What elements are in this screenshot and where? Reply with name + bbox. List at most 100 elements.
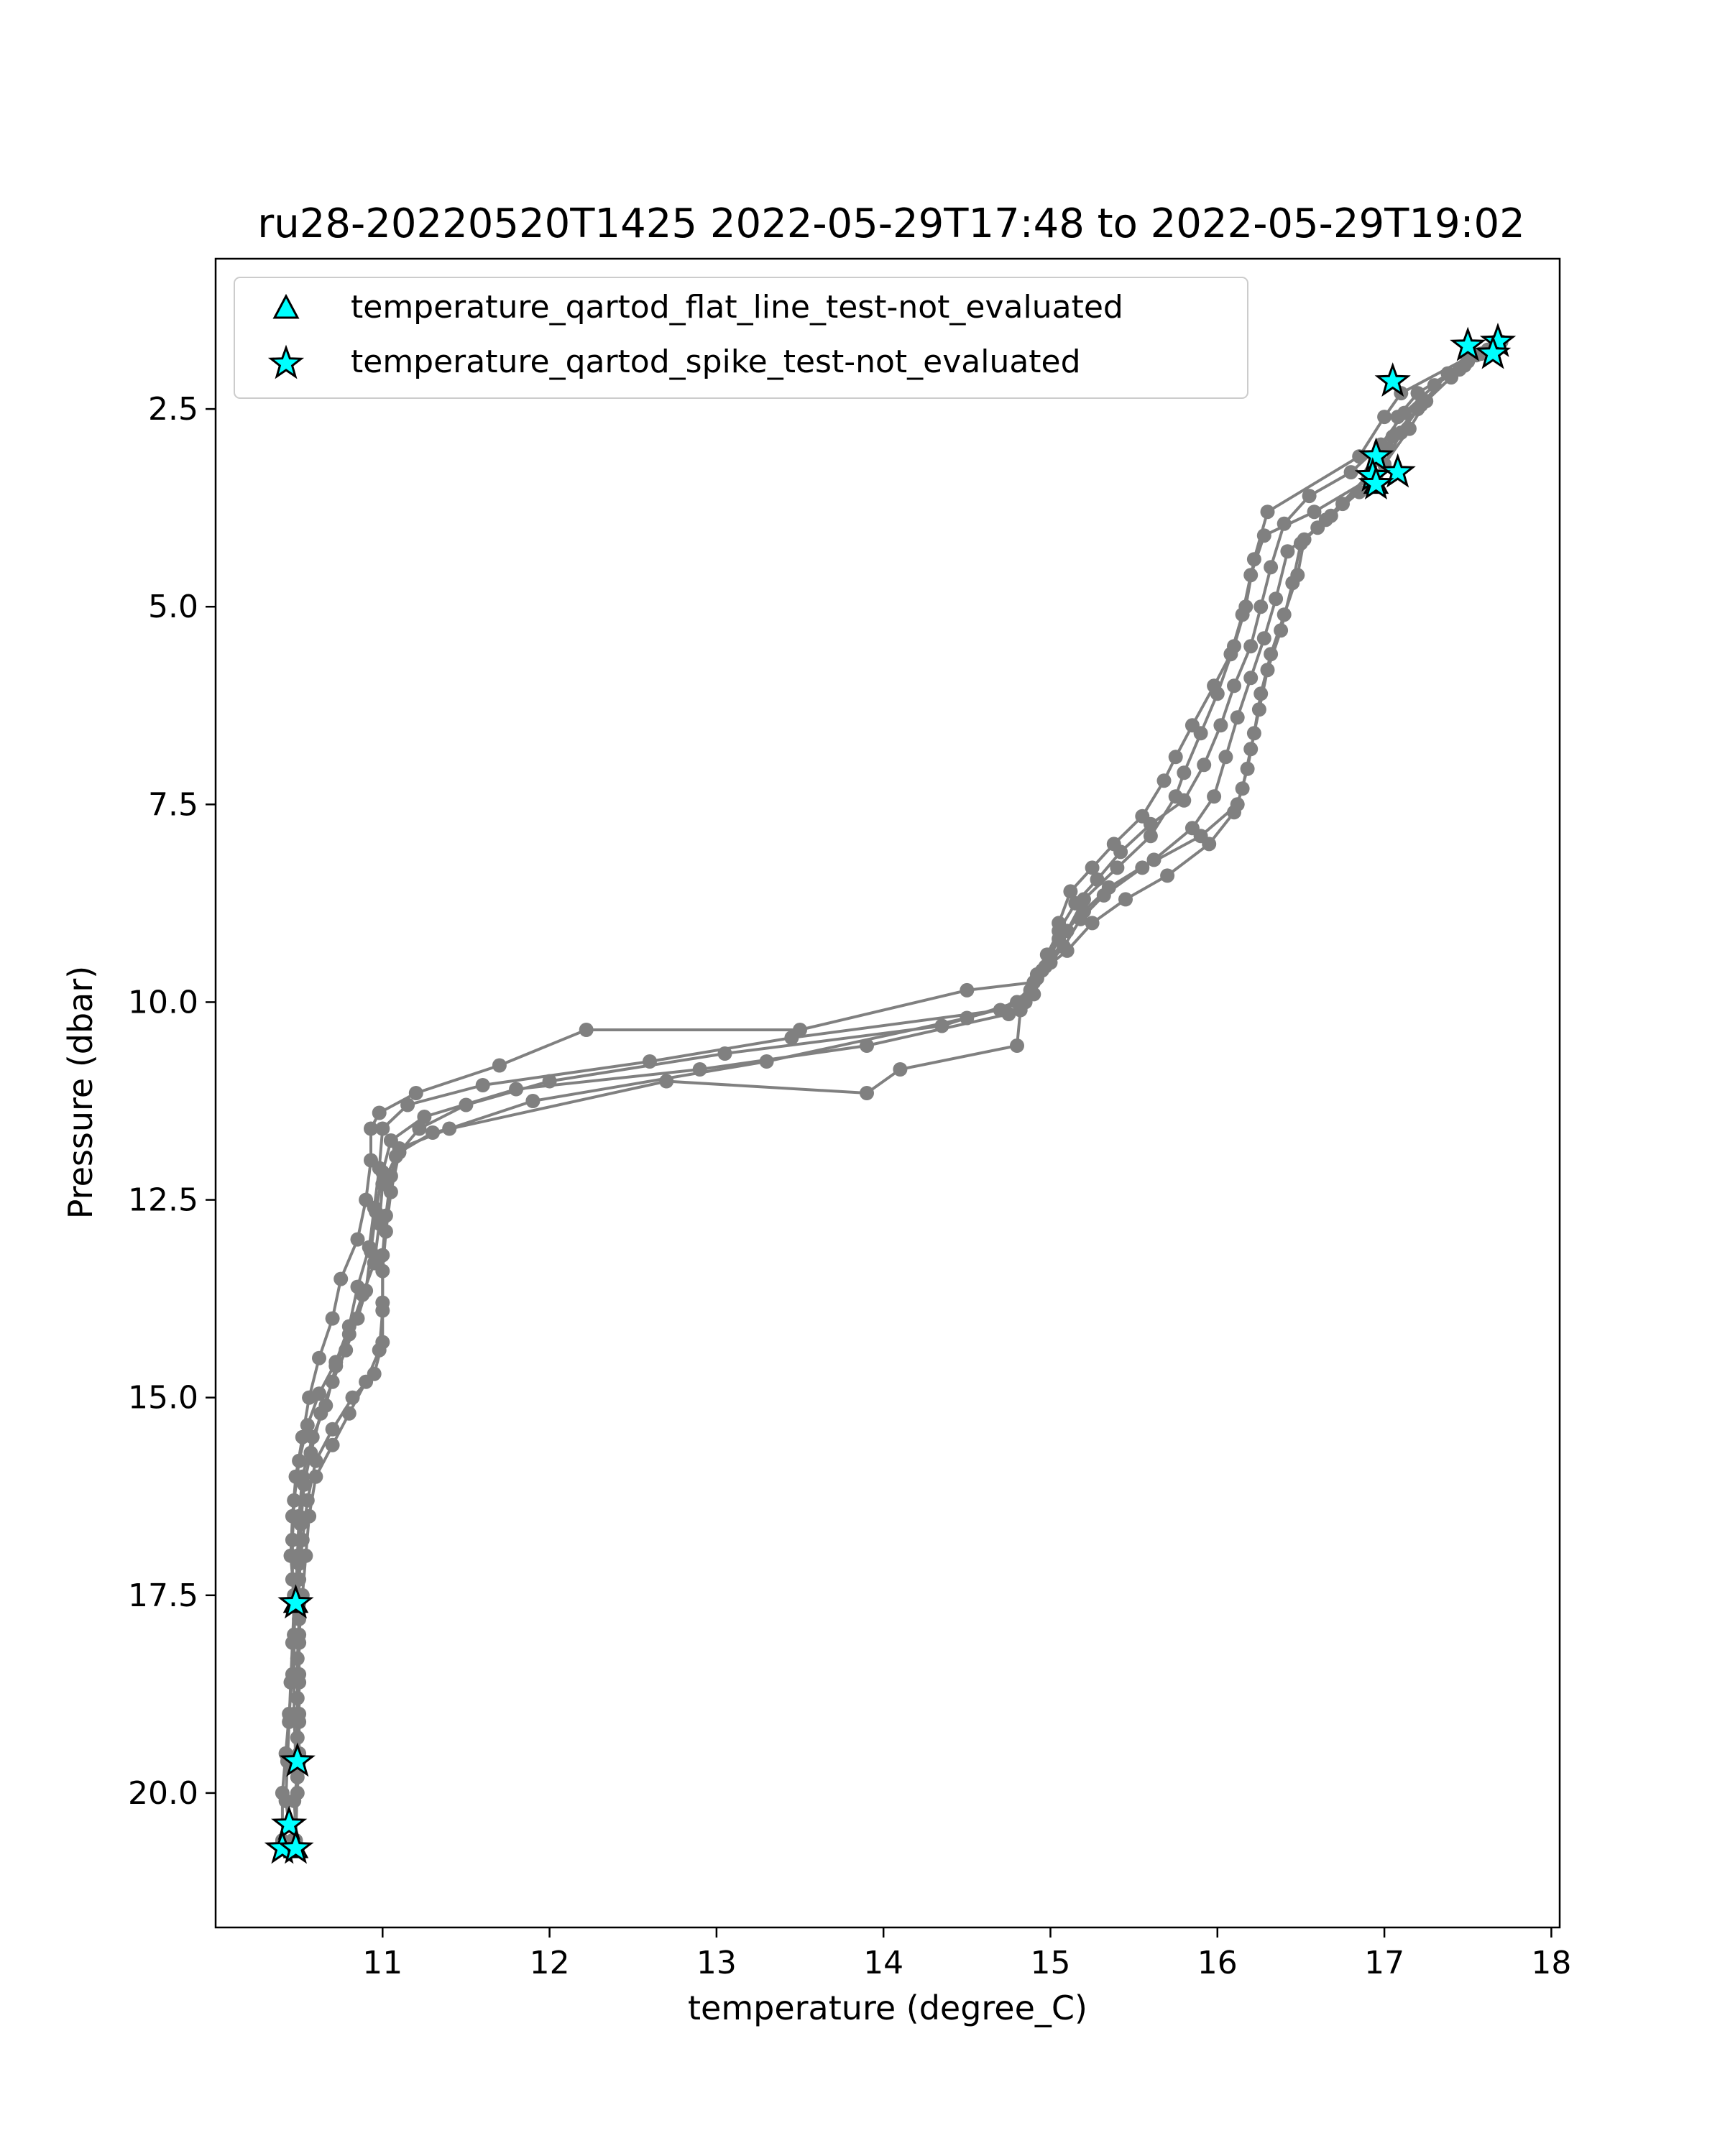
data-point bbox=[292, 1453, 307, 1468]
data-point bbox=[1073, 911, 1088, 926]
data-point bbox=[298, 1548, 313, 1563]
data-point bbox=[860, 1038, 874, 1053]
data-point bbox=[1001, 1007, 1016, 1021]
data-point bbox=[325, 1311, 340, 1326]
data-point bbox=[383, 1184, 398, 1199]
data-point bbox=[893, 1062, 908, 1077]
data-point bbox=[1243, 568, 1259, 583]
data-point bbox=[350, 1232, 365, 1247]
data-point bbox=[1113, 844, 1128, 860]
data-point bbox=[292, 1706, 307, 1721]
data-point bbox=[375, 1121, 390, 1136]
data-point bbox=[960, 982, 975, 998]
data-point bbox=[1414, 397, 1429, 413]
data-point bbox=[692, 1062, 707, 1077]
data-point bbox=[1096, 888, 1111, 903]
x-tick-label: 16 bbox=[1197, 1945, 1238, 1981]
data-point bbox=[1335, 497, 1350, 512]
data-point bbox=[369, 1204, 383, 1220]
data-point bbox=[308, 1469, 323, 1484]
data-point bbox=[290, 1690, 305, 1705]
data-point bbox=[1269, 591, 1284, 607]
data-point bbox=[300, 1418, 315, 1433]
data-point bbox=[579, 1023, 594, 1037]
data-point bbox=[1197, 757, 1212, 773]
x-tick-label: 13 bbox=[696, 1945, 737, 1981]
data-point bbox=[784, 1031, 799, 1045]
data-point bbox=[375, 1303, 390, 1318]
data-point bbox=[1013, 1003, 1028, 1018]
data-point bbox=[1026, 987, 1041, 1002]
data-point bbox=[1302, 489, 1317, 504]
data-point bbox=[1085, 860, 1100, 875]
data-point bbox=[1085, 916, 1100, 931]
data-point bbox=[290, 1785, 305, 1800]
data-point bbox=[643, 1054, 657, 1069]
data-point bbox=[328, 1358, 344, 1373]
data-point bbox=[359, 1284, 374, 1299]
data-point bbox=[1230, 797, 1245, 812]
legend: temperature_qartod_flat_line_test-not_ev… bbox=[234, 277, 1248, 399]
data-point bbox=[1240, 761, 1255, 776]
data-point bbox=[1276, 516, 1292, 531]
data-point bbox=[1034, 963, 1049, 978]
data-point bbox=[359, 1374, 374, 1389]
data-point bbox=[1251, 702, 1266, 717]
data-point bbox=[1243, 671, 1259, 686]
data-point bbox=[659, 1074, 674, 1089]
data-point bbox=[1256, 528, 1271, 543]
data-point bbox=[372, 1105, 387, 1120]
data-point bbox=[1177, 765, 1192, 780]
spike-test-marker bbox=[1474, 334, 1512, 369]
data-point bbox=[934, 1018, 949, 1033]
x-tick-label: 18 bbox=[1531, 1945, 1571, 1981]
data-point bbox=[860, 1086, 874, 1100]
data-point bbox=[313, 1406, 328, 1421]
data-point bbox=[341, 1406, 356, 1421]
data-point bbox=[392, 1145, 407, 1160]
data-point bbox=[1227, 678, 1241, 694]
data-point bbox=[1156, 773, 1172, 788]
spike-test-marker bbox=[1450, 326, 1486, 361]
data-point bbox=[1135, 860, 1150, 875]
data-point bbox=[960, 1010, 975, 1026]
data-point bbox=[372, 1342, 387, 1358]
data-point bbox=[325, 1437, 340, 1452]
data-point bbox=[1160, 868, 1175, 883]
data-point bbox=[542, 1074, 557, 1089]
data-point bbox=[475, 1078, 490, 1092]
data-point bbox=[302, 1508, 317, 1524]
data-point bbox=[325, 1374, 340, 1389]
spike-test-marker bbox=[1374, 362, 1411, 397]
x-axis-label: temperature (degree_C) bbox=[688, 1989, 1087, 2027]
data-point bbox=[339, 1342, 354, 1358]
y-tick-label: 7.5 bbox=[148, 786, 198, 823]
spike-test-marker bbox=[1379, 453, 1416, 488]
y-tick-label: 12.5 bbox=[128, 1182, 198, 1219]
data-point bbox=[1146, 852, 1162, 867]
data-point bbox=[1193, 829, 1208, 844]
data-point bbox=[341, 1327, 356, 1342]
y-tick-label: 5.0 bbox=[148, 589, 198, 625]
data-point bbox=[375, 1263, 390, 1279]
spike-test-marker bbox=[1358, 465, 1394, 500]
data-point bbox=[1243, 639, 1259, 654]
data-point bbox=[300, 1493, 315, 1508]
data-point bbox=[1110, 860, 1125, 875]
data-point bbox=[290, 1730, 305, 1745]
data-point bbox=[1243, 742, 1259, 757]
data-point bbox=[492, 1058, 507, 1073]
data-point bbox=[1207, 789, 1222, 804]
data-point bbox=[334, 1271, 349, 1286]
data-point bbox=[400, 1097, 415, 1112]
spike-test-marker bbox=[277, 1584, 314, 1619]
data-point bbox=[383, 1133, 398, 1148]
y-tick-label: 20.0 bbox=[128, 1775, 198, 1812]
data-point bbox=[717, 1046, 732, 1061]
spike-test-marker bbox=[271, 1805, 308, 1841]
data-point bbox=[1143, 829, 1158, 844]
data-point bbox=[1377, 410, 1392, 425]
data-point bbox=[303, 1445, 318, 1460]
data-point bbox=[1264, 647, 1279, 662]
